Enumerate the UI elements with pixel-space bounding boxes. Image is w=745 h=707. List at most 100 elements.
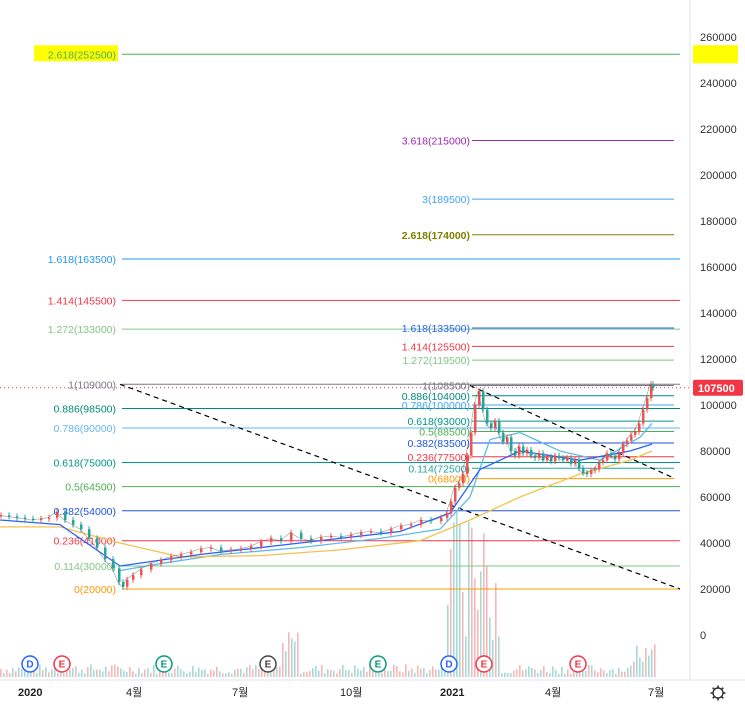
trendline (119, 383, 681, 590)
volume-bar (621, 671, 623, 677)
fib-left-label: 0.786(90000) (54, 423, 116, 435)
volume-bar (180, 669, 182, 677)
volume-bar (426, 673, 428, 677)
volume-bar (507, 672, 509, 677)
volume-bar (144, 669, 146, 677)
volume-bar (243, 672, 245, 677)
volume-bar (396, 666, 398, 677)
volume-bar (231, 673, 233, 677)
volume-bar (438, 669, 440, 677)
fib-right-label: 3.618(215000) (402, 136, 470, 148)
volume-bar (369, 665, 371, 677)
volume-bar (336, 673, 338, 677)
candle-body (420, 520, 423, 525)
candle-body (458, 483, 461, 488)
volume-bar (588, 664, 590, 677)
volume-bar (324, 673, 326, 677)
volume-bar (252, 669, 254, 677)
volume-bar (393, 664, 395, 677)
volume-bar (273, 664, 275, 677)
y-tick-label: 220000 (700, 124, 737, 136)
volume-bar (219, 671, 221, 677)
volume-bar (609, 670, 611, 677)
candle-body (554, 455, 557, 462)
y-tick-label: 0 (700, 630, 706, 642)
volume-bar (210, 669, 212, 677)
axis-highlight-marker (693, 45, 738, 64)
volume-bar (177, 665, 179, 677)
volume-bar (153, 665, 155, 677)
volume-bar (363, 666, 365, 677)
fib-layer: 2.618(252500) 1.618(163500) 1.414(145500) 1… (34, 45, 680, 596)
volume-bar (327, 669, 329, 677)
volume-bar (570, 673, 572, 677)
y-tick-label: 180000 (700, 216, 737, 228)
volume-bar (567, 669, 569, 677)
volume-bar (483, 533, 485, 677)
candle-body (610, 453, 613, 456)
volume-bar (408, 670, 410, 677)
last-price-label: 107500 (698, 383, 735, 395)
volume-bar (312, 668, 314, 677)
settings-gear-tooth (712, 695, 716, 699)
fib-right-label: 1.272(119500) (402, 355, 470, 367)
candle-body (558, 455, 561, 458)
volume-bar (585, 670, 587, 677)
volume-bar (414, 672, 416, 677)
candle-body (24, 517, 27, 519)
volume-bar (441, 665, 443, 677)
volume-bar (297, 632, 299, 677)
volume-bar (123, 670, 125, 677)
volume-bar (351, 672, 353, 677)
volume-bar (171, 673, 173, 677)
volume-bar (81, 669, 83, 677)
candle-body (454, 487, 457, 502)
volume-bar (636, 645, 638, 677)
volume-bar (318, 670, 320, 677)
candle-body (570, 457, 573, 464)
volume-bar (639, 657, 641, 677)
volume-bar (630, 665, 632, 677)
volume-bar (309, 670, 311, 677)
volume-bar (9, 673, 11, 677)
fib-left-label: 1.272(133000) (48, 324, 116, 336)
volume-bar (399, 671, 401, 677)
candle-body (498, 421, 501, 433)
volume-bar (120, 668, 122, 677)
volume-bar (402, 672, 404, 677)
volume-bar (495, 583, 497, 677)
candle-body (594, 469, 597, 471)
volume-bar (63, 673, 65, 677)
volume-bar (516, 669, 518, 677)
volume-bar (543, 666, 545, 677)
volume-bar (618, 667, 620, 677)
x-date-label: 10월 (340, 686, 362, 699)
fib-right-label: 0.618(93000) (408, 416, 470, 428)
fib-left-label: 0.382(54000) (54, 506, 116, 518)
volume-bar (462, 591, 464, 677)
event-marker (569, 655, 587, 673)
fib-left-label: 1.618(163500) (48, 254, 116, 266)
event-marker (369, 655, 387, 673)
candle-body (652, 384, 655, 388)
volume-bar (282, 643, 284, 677)
volume-bar (270, 669, 272, 677)
x-date-label: 2020 (18, 687, 42, 699)
volume-bar (645, 647, 647, 677)
volume-bar (78, 672, 80, 677)
candle-body (502, 432, 505, 442)
volume-bar (294, 641, 296, 677)
volume-bar (633, 661, 635, 677)
candle-body (290, 532, 293, 541)
candle-body (180, 554, 183, 557)
candle-body (250, 546, 253, 549)
volume-bar (24, 667, 26, 677)
event-marker-label: E (161, 660, 168, 671)
volume-bar (15, 671, 17, 677)
candle-body (582, 468, 585, 473)
candle-body (64, 511, 67, 520)
volume-bar (114, 664, 116, 677)
candle-body (578, 460, 581, 469)
